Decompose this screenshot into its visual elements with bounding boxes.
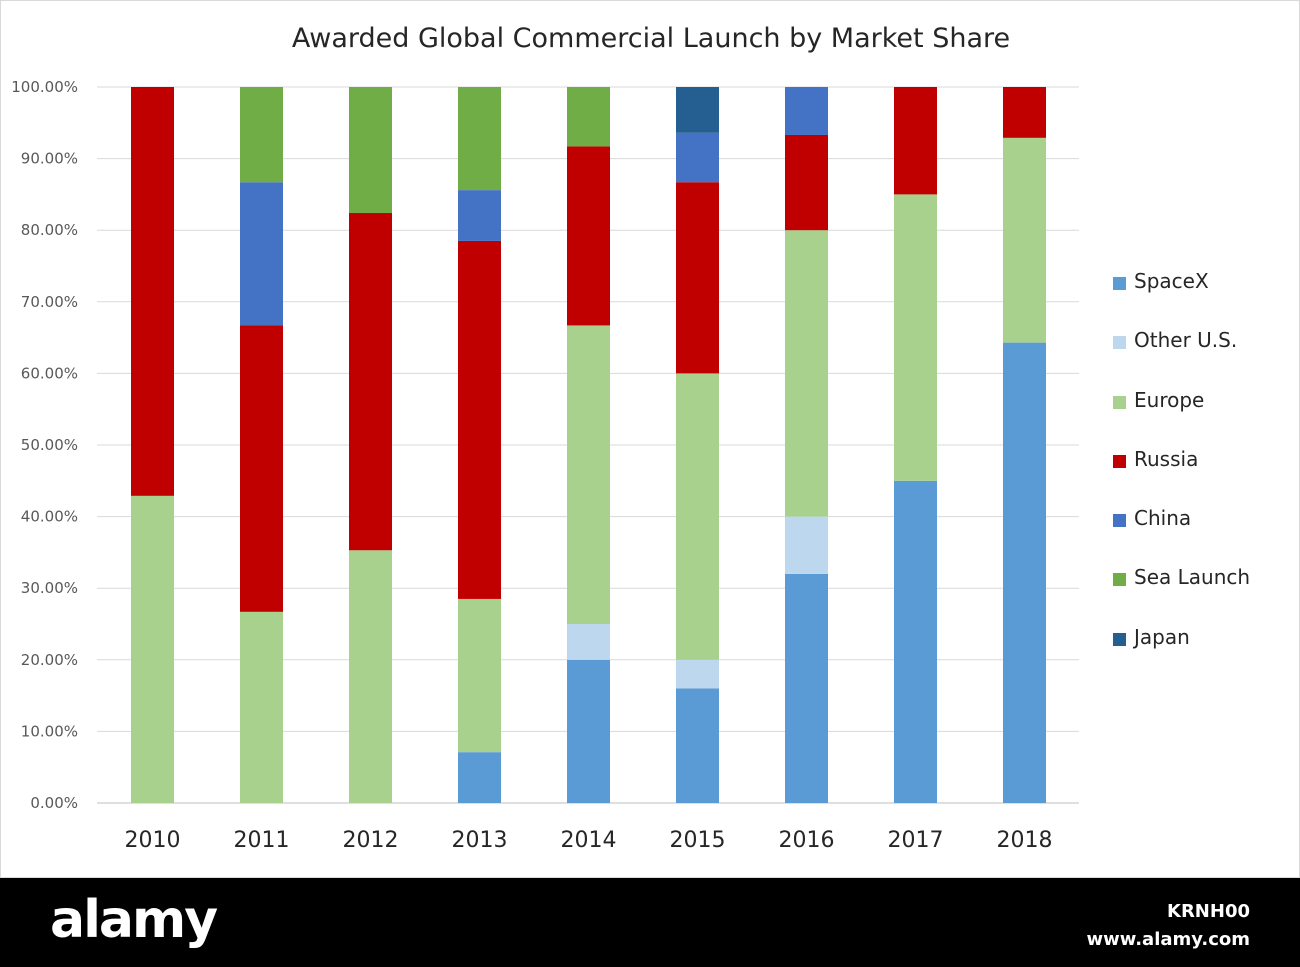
site-url[interactable]: www.alamy.com <box>1086 929 1250 950</box>
bar-russia-2017 <box>894 87 937 195</box>
y-tick-label: 20.00% <box>21 651 78 669</box>
legend-label: China <box>1134 506 1192 531</box>
x-tick-label: 2010 <box>125 828 181 853</box>
x-tick-label: 2014 <box>561 828 617 853</box>
y-tick-label: 40.00% <box>21 508 78 526</box>
bar-china-2011 <box>240 182 283 326</box>
bar-china-2015 <box>676 132 719 183</box>
legend-swatch <box>1113 573 1126 587</box>
bar-sea-launch-2013 <box>458 87 501 191</box>
bar-spacex-2016 <box>785 573 828 803</box>
bar-europe-2013 <box>458 598 501 753</box>
x-tick-label: 2013 <box>452 828 508 853</box>
bar-japan-2015 <box>676 87 719 133</box>
bar-russia-2018 <box>1003 87 1046 138</box>
bar-spacex-2013 <box>458 752 501 803</box>
bar-russia-2011 <box>240 325 283 612</box>
bar-other-u-s--2016 <box>785 516 828 574</box>
y-tick-label: 0.00% <box>30 794 78 812</box>
chart-frame: Awarded Global Commercial Launch by Mark… <box>0 0 1300 878</box>
y-tick-label: 50.00% <box>21 436 78 454</box>
bar-russia-2013 <box>458 240 501 599</box>
x-tick-label: 2015 <box>670 828 726 853</box>
y-tick-label: 90.00% <box>21 150 78 168</box>
bar-russia-2016 <box>785 134 828 231</box>
x-tick-label: 2012 <box>343 828 399 853</box>
x-tick-label: 2011 <box>234 828 290 853</box>
legend-swatch <box>1113 632 1126 646</box>
bar-europe-2014 <box>567 325 610 624</box>
bar-europe-2018 <box>1003 137 1046 343</box>
bar-russia-2012 <box>349 213 392 551</box>
legend-label: SpaceX <box>1134 269 1209 293</box>
legend-swatch <box>1113 454 1126 468</box>
legend-item: Europe <box>1113 388 1293 447</box>
legend-label: Sea Launch <box>1134 565 1251 590</box>
x-tick-label: 2016 <box>779 828 835 853</box>
bar-europe-2017 <box>894 194 937 481</box>
legend-item: Sea Launch <box>1113 565 1293 624</box>
y-tick-label: 80.00% <box>21 221 78 239</box>
legend: SpaceX Other U.S. Europe Russia China Sea Lau… <box>1113 269 1293 684</box>
bar-europe-2010 <box>131 495 174 803</box>
legend-item: SpaceX <box>1113 269 1293 328</box>
bar-europe-2015 <box>676 373 719 660</box>
bar-spacex-2017 <box>894 480 937 803</box>
image-id: KRNH00 <box>1167 901 1250 922</box>
legend-item: Japan <box>1113 625 1293 684</box>
legend-swatch <box>1113 277 1126 290</box>
bar-other-u-s--2015 <box>676 659 719 689</box>
legend-swatch <box>1113 395 1126 409</box>
y-tick-label: 10.00% <box>21 722 78 740</box>
legend-swatch <box>1113 514 1126 528</box>
bar-china-2013 <box>458 190 501 241</box>
bar-europe-2012 <box>349 550 392 803</box>
y-tick-label: 70.00% <box>21 293 78 311</box>
chart-title: Awarded Global Commercial Launch by Mark… <box>291 23 1011 54</box>
bar-sea-launch-2011 <box>240 87 283 183</box>
legend-swatch <box>1113 336 1126 350</box>
bar-russia-2014 <box>567 146 610 326</box>
bar-sea-launch-2012 <box>349 87 392 214</box>
bar-russia-2015 <box>676 182 719 374</box>
y-tick-label: 30.00% <box>21 579 78 597</box>
footer-logo[interactable]: alamy <box>50 890 218 950</box>
y-tick-label: 100.00% <box>11 78 78 96</box>
legend-item: China <box>1113 506 1293 565</box>
y-tick-label: 60.00% <box>21 364 78 382</box>
bar-other-u-s--2014 <box>567 624 610 660</box>
bar-spacex-2014 <box>567 659 610 803</box>
bar-spacex-2018 <box>1003 342 1046 803</box>
bar-europe-2011 <box>240 611 283 803</box>
bar-russia-2010 <box>131 87 174 496</box>
bar-china-2016 <box>785 87 828 135</box>
legend-label: Europe <box>1134 387 1205 412</box>
legend-label: Japan <box>1134 624 1190 649</box>
legend-label: Russia <box>1134 446 1199 471</box>
bar-sea-launch-2014 <box>567 87 610 147</box>
bar-europe-2016 <box>785 230 828 517</box>
legend-label: Other U.S. <box>1134 328 1238 353</box>
legend-item: Other U.S. <box>1113 328 1293 387</box>
x-tick-label: 2017 <box>888 828 944 853</box>
chart-plot: 0.00% 10.00% 20.00% 30.00% 40.00% 50.00% 60.00… <box>11 78 1079 853</box>
x-tick-label: 2018 <box>997 828 1053 853</box>
bar-spacex-2015 <box>676 688 719 803</box>
legend-item: Russia <box>1113 447 1293 506</box>
footer-bar: alamy KRNH00 www.alamy.com <box>0 878 1300 967</box>
footer-id-block: KRNH00 www.alamy.com <box>1086 898 1250 954</box>
